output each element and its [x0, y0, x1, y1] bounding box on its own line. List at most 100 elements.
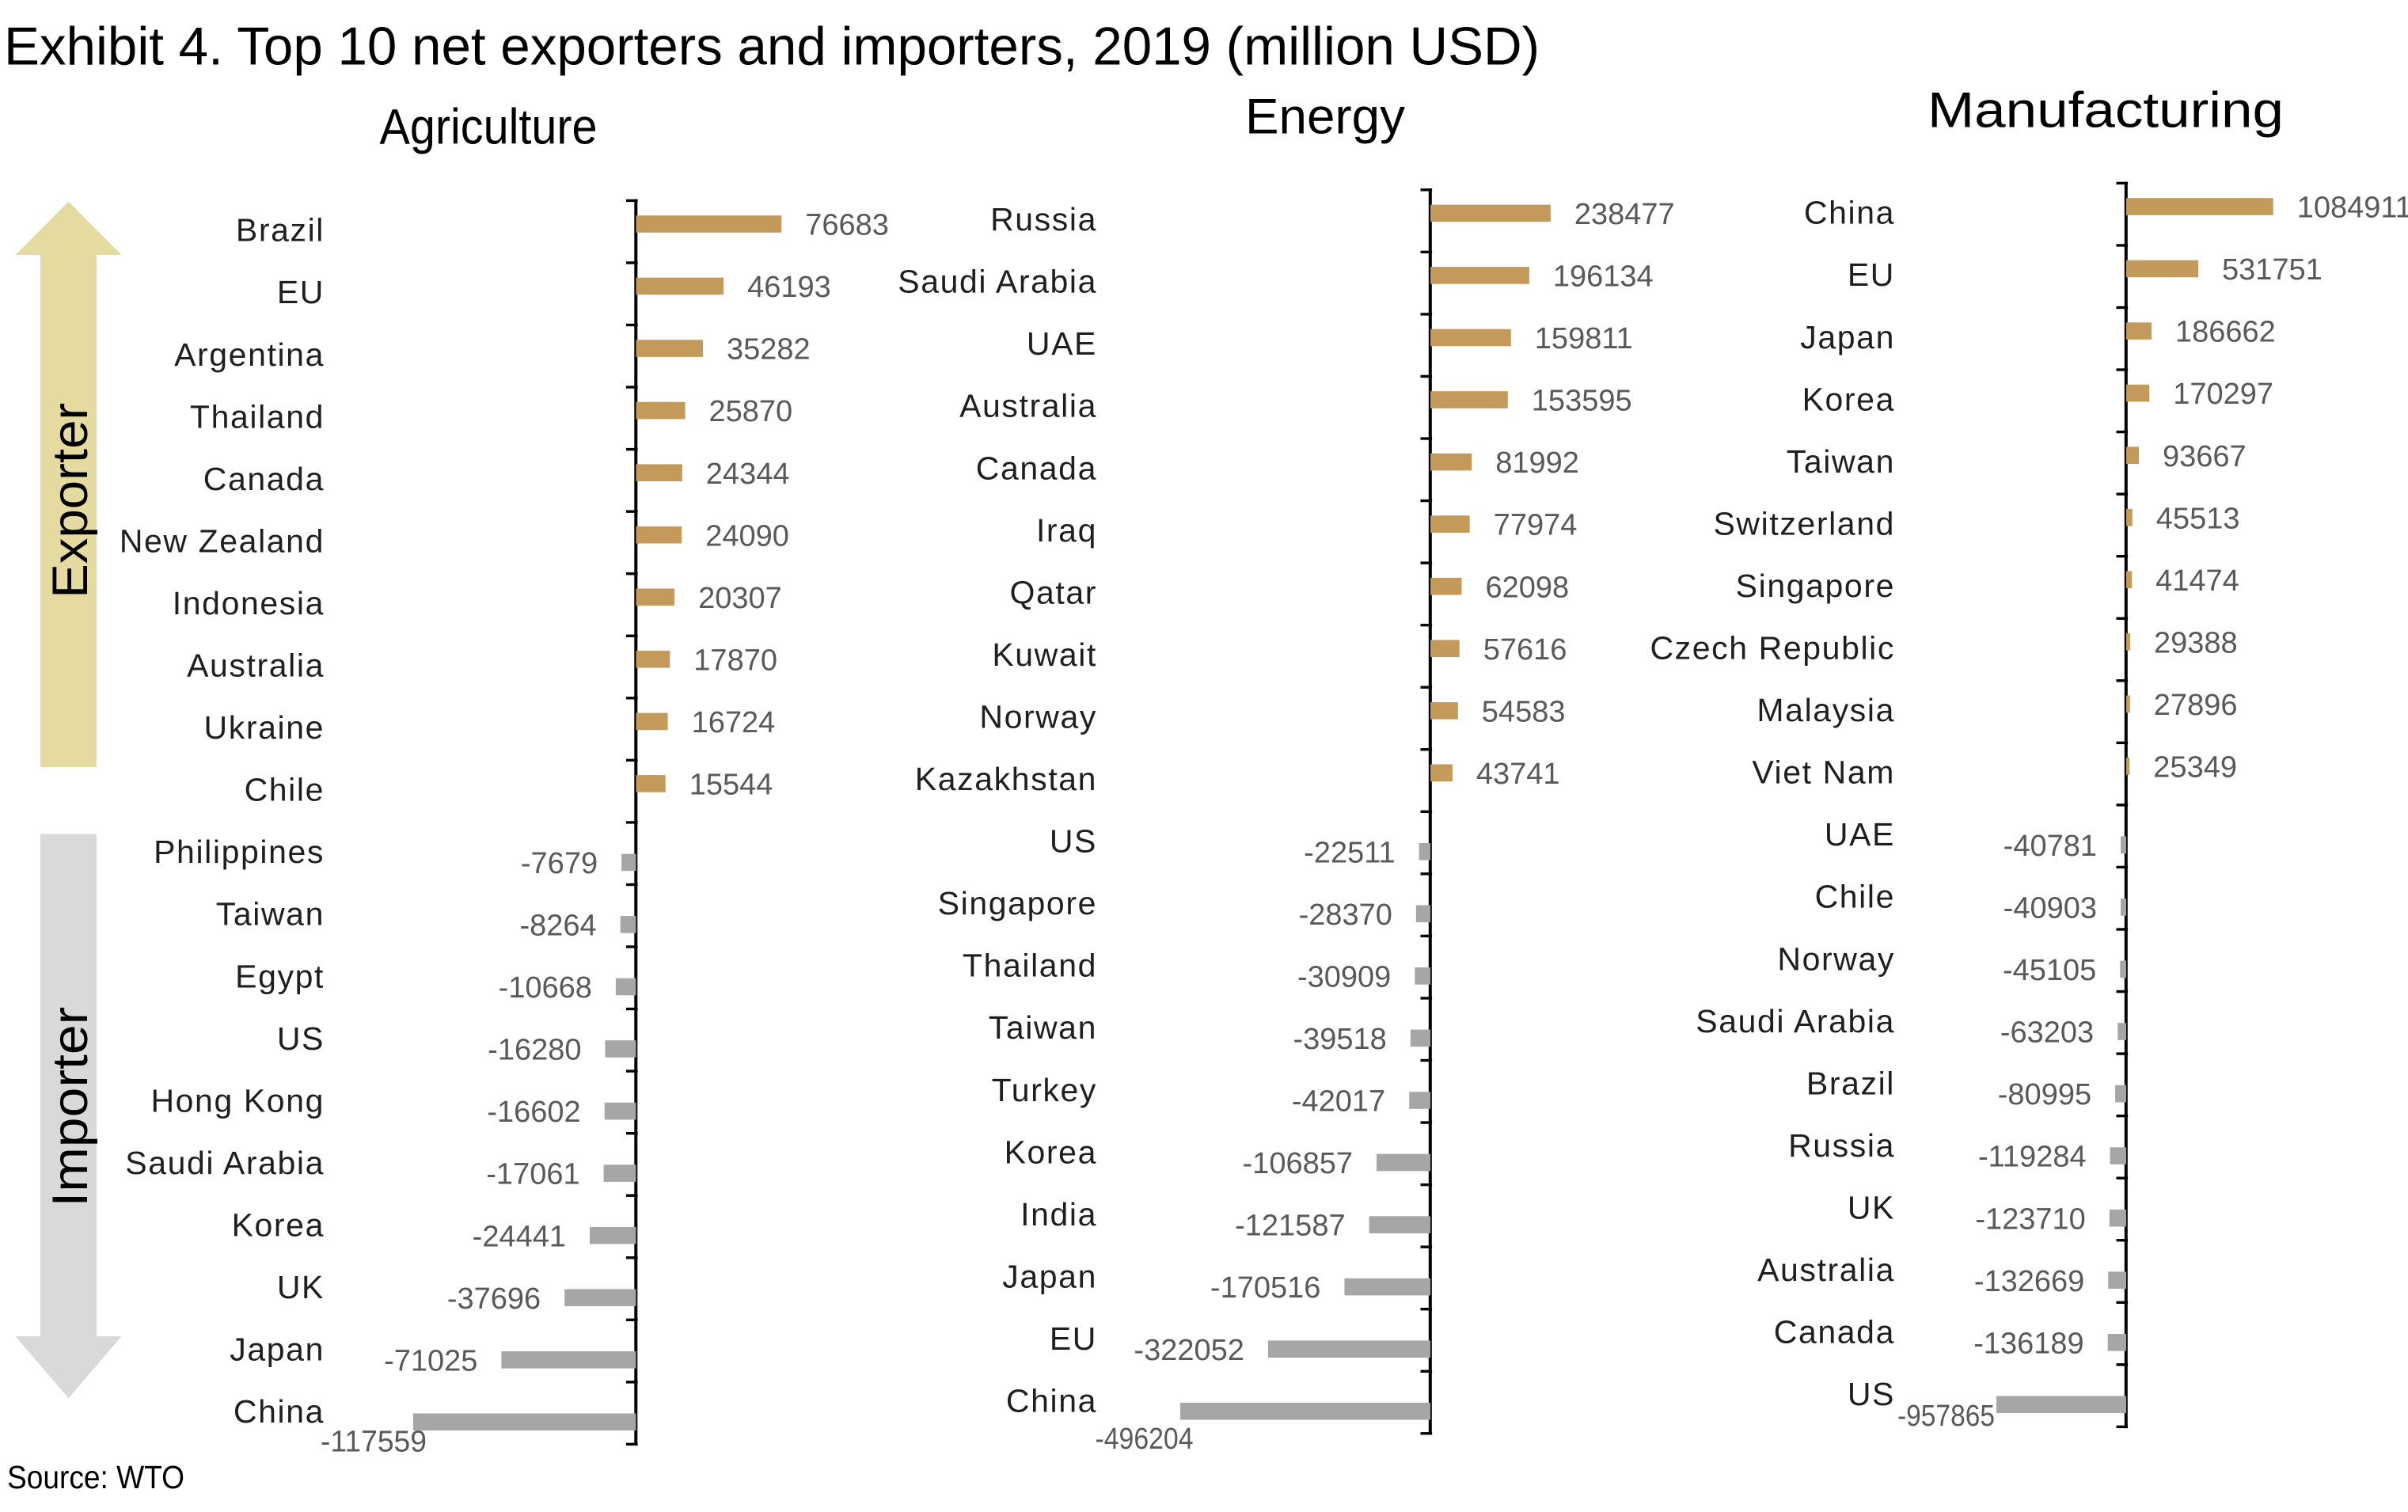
svg-text:Iraq: Iraq — [1036, 512, 1097, 549]
svg-text:81992: 81992 — [1495, 446, 1579, 480]
svg-text:25870: 25870 — [709, 395, 793, 428]
svg-text:-10668: -10668 — [499, 971, 592, 1005]
svg-text:China: China — [1006, 1383, 1097, 1419]
svg-text:15544: 15544 — [689, 769, 773, 802]
svg-text:-322052: -322052 — [1134, 1334, 1244, 1367]
svg-text:Hong Kong: Hong Kong — [150, 1082, 325, 1119]
svg-text:170297: 170297 — [2173, 378, 2273, 411]
svg-text:-123710: -123710 — [1975, 1202, 2085, 1236]
svg-text:153595: 153595 — [1532, 385, 1632, 418]
svg-text:Norway: Norway — [979, 699, 1097, 735]
svg-text:EU: EU — [277, 274, 325, 310]
svg-text:Korea: Korea — [1005, 1134, 1097, 1170]
svg-text:Japan: Japan — [1002, 1258, 1097, 1294]
svg-text:Australia: Australia — [959, 388, 1097, 424]
svg-text:46193: 46193 — [747, 271, 831, 304]
svg-text:Australia: Australia — [1757, 1252, 1895, 1288]
svg-text:Egypt: Egypt — [235, 958, 325, 994]
svg-text:Saudi Arabia: Saudi Arabia — [1696, 1003, 1895, 1039]
svg-text:EU: EU — [1050, 1320, 1097, 1357]
svg-text:41474: 41474 — [2155, 564, 2239, 598]
svg-text:159811: 159811 — [1535, 322, 1633, 355]
svg-text:238477: 238477 — [1574, 198, 1675, 231]
svg-text:77974: 77974 — [1494, 509, 1578, 542]
svg-text:Russia: Russia — [990, 201, 1097, 237]
svg-text:-39518: -39518 — [1293, 1023, 1386, 1056]
svg-text:196134: 196134 — [1553, 260, 1654, 294]
svg-text:Kazakhstan: Kazakhstan — [915, 761, 1097, 797]
svg-text:Energy: Energy — [1245, 89, 1405, 145]
svg-text:Japan: Japan — [230, 1332, 325, 1368]
svg-text:-16602: -16602 — [487, 1096, 580, 1129]
svg-text:Exporter: Exporter — [43, 403, 98, 598]
svg-text:Saudi Arabia: Saudi Arabia — [125, 1145, 325, 1181]
svg-text:24090: 24090 — [705, 519, 789, 553]
svg-text:Viet Nam: Viet Nam — [1752, 754, 1895, 791]
svg-text:-121587: -121587 — [1235, 1210, 1345, 1243]
svg-text:-16280: -16280 — [488, 1034, 581, 1067]
svg-text:-8264: -8264 — [519, 910, 596, 943]
svg-text:17870: 17870 — [693, 644, 777, 677]
svg-text:Taiwan: Taiwan — [1787, 443, 1895, 480]
svg-text:Brazil: Brazil — [1806, 1065, 1895, 1101]
svg-text:Thailand: Thailand — [963, 948, 1097, 984]
svg-text:Korea: Korea — [232, 1207, 325, 1244]
svg-text:Czech Republic: Czech Republic — [1650, 630, 1895, 667]
svg-text:Qatar: Qatar — [1009, 574, 1097, 610]
svg-text:-22511: -22511 — [1304, 836, 1396, 869]
svg-text:UK: UK — [1848, 1190, 1895, 1226]
svg-text:-40781: -40781 — [2004, 830, 2097, 863]
svg-text:Thailand: Thailand — [190, 398, 325, 435]
svg-text:Taiwan: Taiwan — [989, 1009, 1097, 1046]
svg-text:35282: 35282 — [727, 333, 811, 367]
svg-text:-28370: -28370 — [1299, 898, 1392, 932]
svg-text:1084911: 1084911 — [2297, 192, 2408, 225]
svg-text:Importer: Importer — [43, 1007, 98, 1207]
svg-text:-117559: -117559 — [321, 1426, 427, 1459]
svg-text:Japan: Japan — [1800, 319, 1895, 355]
svg-text:-40903: -40903 — [2004, 892, 2097, 925]
svg-text:Korea: Korea — [1802, 381, 1895, 417]
svg-text:Philippines: Philippines — [154, 834, 325, 870]
svg-text:-37696: -37696 — [447, 1282, 541, 1316]
svg-text:Singapore: Singapore — [1736, 568, 1895, 604]
svg-text:UK: UK — [277, 1269, 325, 1305]
svg-text:Canada: Canada — [1774, 1314, 1895, 1351]
svg-text:Manufacturing: Manufacturing — [1928, 83, 2284, 139]
svg-text:-42017: -42017 — [1292, 1085, 1385, 1119]
svg-text:Taiwan: Taiwan — [216, 896, 325, 933]
svg-text:57616: 57616 — [1483, 633, 1567, 667]
svg-text:25349: 25349 — [2153, 751, 2237, 784]
svg-text:Brazil: Brazil — [236, 212, 325, 249]
svg-text:New Zealand: New Zealand — [120, 522, 325, 559]
svg-text:62098: 62098 — [1486, 571, 1570, 604]
svg-text:Malaysia: Malaysia — [1757, 692, 1895, 728]
svg-text:Canada: Canada — [976, 450, 1097, 486]
svg-text:-170516: -170516 — [1210, 1271, 1320, 1305]
svg-text:Russia: Russia — [1788, 1127, 1895, 1164]
svg-text:Australia: Australia — [187, 648, 325, 684]
svg-text:-30909: -30909 — [1297, 961, 1391, 994]
svg-text:Kuwait: Kuwait — [992, 636, 1097, 673]
svg-text:-17061: -17061 — [486, 1158, 579, 1191]
svg-text:76683: 76683 — [805, 209, 889, 242]
svg-text:Indonesia: Indonesia — [173, 585, 325, 621]
svg-text:China: China — [234, 1393, 325, 1430]
svg-text:29388: 29388 — [2154, 626, 2238, 659]
svg-text:Agriculture: Agriculture — [380, 100, 598, 155]
svg-text:-136189: -136189 — [1973, 1327, 2083, 1360]
svg-text:Turkey: Turkey — [992, 1072, 1097, 1108]
svg-text:Switzerland: Switzerland — [1713, 505, 1895, 541]
svg-text:-45105: -45105 — [2003, 954, 2096, 987]
svg-text:Norway: Norway — [1777, 940, 1895, 977]
svg-text:UAE: UAE — [1027, 325, 1097, 362]
svg-text:Argentina: Argentina — [174, 336, 325, 373]
svg-text:Chile: Chile — [1815, 879, 1895, 915]
svg-text:-24441: -24441 — [473, 1220, 566, 1253]
svg-text:-71025: -71025 — [384, 1344, 477, 1377]
svg-text:54583: 54583 — [1482, 695, 1566, 728]
svg-text:-7679: -7679 — [521, 847, 598, 880]
svg-text:Singapore: Singapore — [938, 885, 1097, 921]
svg-text:Chile: Chile — [245, 772, 325, 808]
svg-text:93667: 93667 — [2163, 440, 2247, 473]
